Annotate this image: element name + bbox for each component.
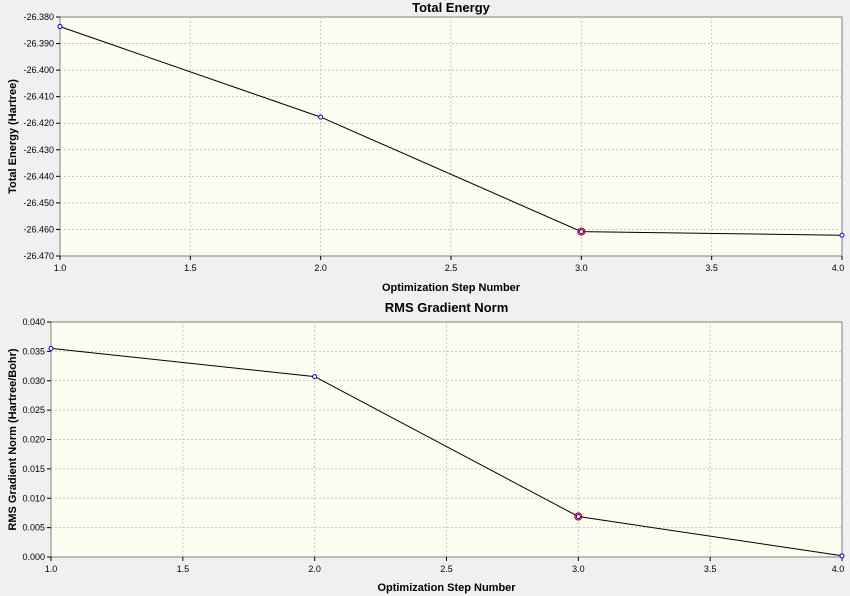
total-energy-xtick-label: 1.0 — [54, 263, 67, 273]
rms-gradient-series-line — [50, 347, 843, 557]
rms-gradient-xtick-label: 1.0 — [45, 564, 58, 574]
total-energy-ytick-label: -26.460 — [23, 224, 54, 234]
total-energy-xtick-label: 3.0 — [575, 263, 588, 273]
rms-gradient-chart: 1.0 1.5 2.0 2.5 3.0 3.5 4.0 0.040 0.035 0.030 0.02… — [7, 300, 845, 594]
rms-gradient-data-point — [312, 374, 318, 380]
rms-gradient-ytick-label: 0.025 — [22, 405, 45, 415]
total-energy-points — [57, 24, 845, 238]
total-energy-xtick-label: 2.5 — [445, 263, 458, 273]
total-energy-ytick-label: -26.430 — [23, 145, 54, 155]
total-energy-ytick-label: -26.400 — [23, 65, 54, 75]
rms-gradient-title: RMS Gradient Norm — [385, 300, 509, 315]
rms-gradient-ytick-label: 0.035 — [22, 346, 45, 356]
rms-gradient-ytick-label: 0.015 — [22, 464, 45, 474]
rms-gradient-xtick-label: 2.0 — [308, 564, 321, 574]
rms-gradient-ytick-label: 0.010 — [22, 493, 45, 503]
total-energy-title: Total Energy — [412, 0, 491, 15]
rms-gradient-ticks: 1.0 1.5 2.0 2.5 3.0 3.5 4.0 0.040 0.035 0.030 0.02… — [22, 317, 844, 574]
total-energy-ytick-label: -26.440 — [23, 171, 54, 181]
total-energy-ytick-label: -26.410 — [23, 92, 54, 102]
rms-gradient-ylabel: RMS Gradient Norm (Hartree/Bohr) — [7, 348, 19, 530]
rms-gradient-grid — [51, 322, 842, 557]
rms-gradient-data-point — [839, 553, 845, 559]
total-energy-ticks: 1.0 1.5 2.0 2.5 3.0 3.5 4.0 -26.380 -26.390 -26.4… — [23, 12, 844, 273]
rms-gradient-xtick-label: 1.5 — [177, 564, 190, 574]
total-energy-ytick-label: -26.380 — [23, 12, 54, 22]
total-energy-data-point — [578, 229, 584, 235]
total-energy-data-point — [318, 114, 324, 120]
rms-gradient-ytick-label: 0.040 — [22, 317, 45, 327]
total-energy-series-line — [59, 26, 843, 236]
total-energy-data-point — [57, 24, 63, 30]
total-energy-ytick-label: -26.470 — [23, 251, 54, 261]
total-energy-ytick-label: -26.420 — [23, 118, 54, 128]
total-energy-chart: 1.0 1.5 2.0 2.5 3.0 3.5 4.0 -26.380 -26.390 -26.4… — [7, 0, 845, 294]
total-energy-xtick-label: 2.0 — [314, 263, 327, 273]
rms-gradient-xtick-label: 3.5 — [704, 564, 717, 574]
rms-gradient-points — [48, 345, 845, 559]
total-energy-ylabel: Total Energy (Hartree) — [7, 79, 19, 194]
total-energy-xtick-label: 1.5 — [184, 263, 197, 273]
rms-gradient-xlabel: Optimization Step Number — [377, 582, 516, 594]
total-energy-xtick-label: 4.0 — [832, 263, 845, 273]
rms-gradient-highlight-point — [574, 512, 583, 521]
total-energy-ytick-label: -26.390 — [23, 39, 54, 49]
rms-gradient-data-point — [48, 345, 54, 351]
rms-gradient-ytick-label: 0.000 — [22, 552, 45, 562]
rms-gradient-ytick-label: 0.030 — [22, 376, 45, 386]
rms-gradient-ytick-label: 0.020 — [22, 435, 45, 445]
rms-gradient-data-point — [575, 513, 581, 519]
total-energy-xtick-label: 3.5 — [705, 263, 718, 273]
total-energy-plot-area — [59, 16, 843, 257]
total-energy-ytick-label: -26.450 — [23, 198, 54, 208]
rms-gradient-xtick-label: 2.5 — [440, 564, 453, 574]
total-energy-xlabel: Optimization Step Number — [382, 282, 521, 294]
rms-gradient-ytick-label: 0.005 — [22, 523, 45, 533]
total-energy-data-point — [839, 232, 845, 238]
total-energy-highlight-point — [577, 227, 586, 236]
rms-gradient-xtick-label: 3.0 — [572, 564, 585, 574]
rms-gradient-xtick-label: 4.0 — [832, 564, 845, 574]
